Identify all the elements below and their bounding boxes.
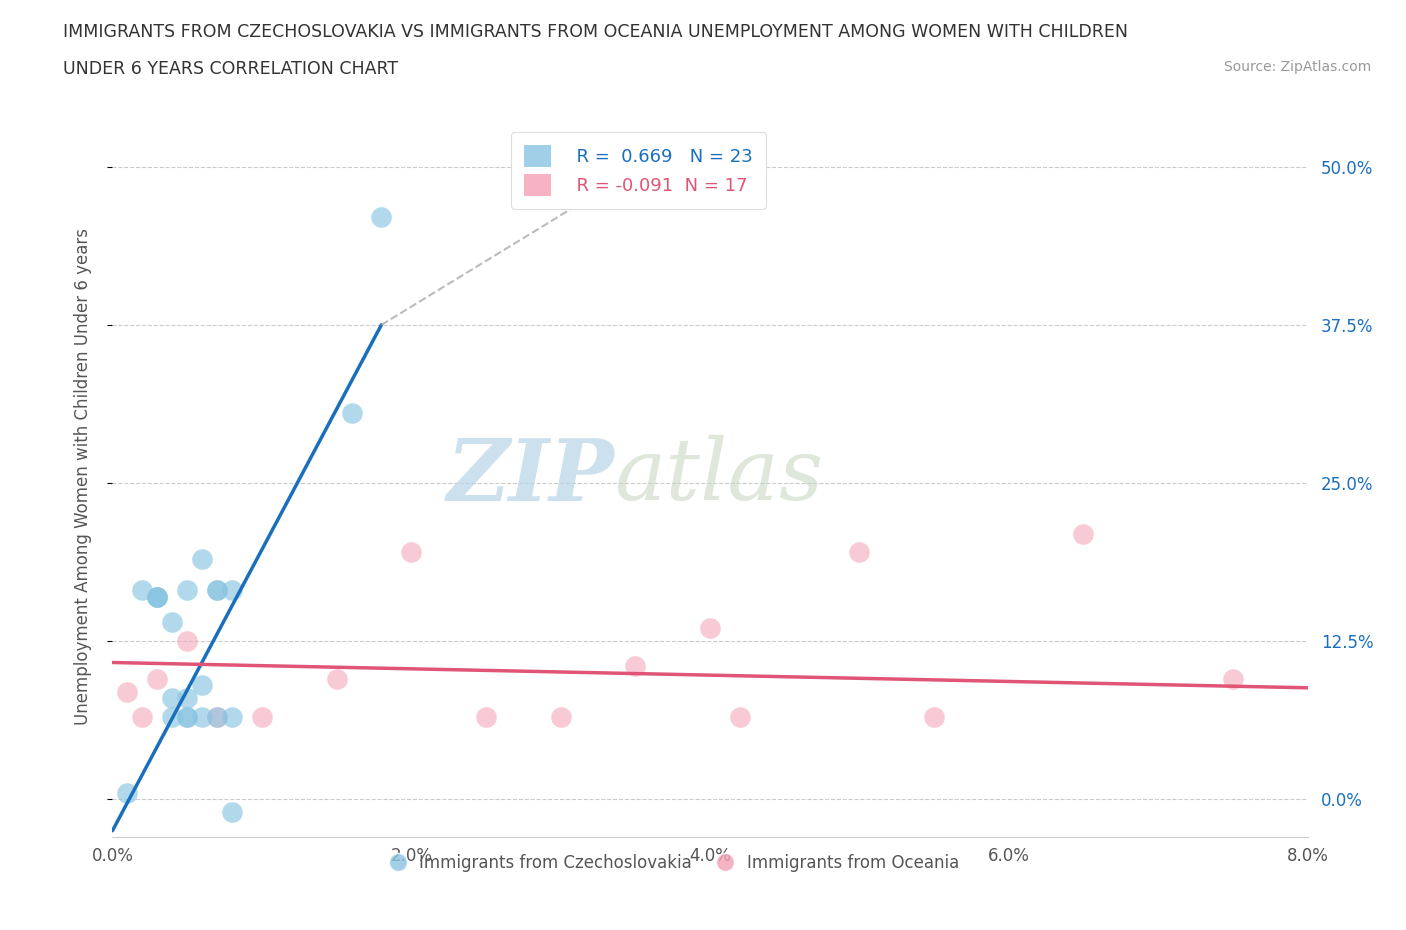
Point	[221, 583, 243, 598]
Point	[191, 551, 214, 566]
Point	[340, 406, 363, 421]
Point	[848, 545, 870, 560]
Point	[250, 710, 273, 724]
Point	[401, 545, 423, 560]
Point	[131, 710, 153, 724]
Point	[176, 710, 198, 724]
Text: Source: ZipAtlas.com: Source: ZipAtlas.com	[1223, 60, 1371, 74]
Point	[117, 684, 139, 699]
Point	[205, 710, 228, 724]
Point	[146, 590, 169, 604]
Point	[370, 210, 392, 225]
Point	[221, 710, 243, 724]
Point	[325, 671, 347, 686]
Point	[117, 785, 139, 800]
Point	[1073, 526, 1095, 541]
Point	[131, 583, 153, 598]
Point	[176, 710, 198, 724]
Point	[205, 583, 228, 598]
Point	[162, 615, 183, 630]
Point	[922, 710, 945, 724]
Point	[624, 658, 647, 673]
Point	[205, 710, 228, 724]
Point	[221, 804, 243, 819]
Point	[475, 710, 498, 724]
Point	[191, 678, 214, 693]
Point	[1222, 671, 1244, 686]
Point	[176, 633, 198, 648]
Point	[191, 710, 214, 724]
Legend: Immigrants from Czechoslovakia, Immigrants from Oceania: Immigrants from Czechoslovakia, Immigran…	[382, 848, 966, 879]
Point	[146, 590, 169, 604]
Point	[205, 583, 228, 598]
Point	[176, 583, 198, 598]
Point	[162, 710, 183, 724]
Point	[728, 710, 751, 724]
Point	[146, 590, 169, 604]
Y-axis label: Unemployment Among Women with Children Under 6 years: Unemployment Among Women with Children U…	[73, 228, 91, 725]
Text: ZIP: ZIP	[447, 435, 614, 518]
Text: UNDER 6 YEARS CORRELATION CHART: UNDER 6 YEARS CORRELATION CHART	[63, 60, 398, 78]
Text: atlas: atlas	[614, 435, 824, 518]
Text: IMMIGRANTS FROM CZECHOSLOVAKIA VS IMMIGRANTS FROM OCEANIA UNEMPLOYMENT AMONG WOM: IMMIGRANTS FROM CZECHOSLOVAKIA VS IMMIGR…	[63, 23, 1128, 41]
Point	[176, 690, 198, 705]
Point	[699, 621, 721, 636]
Point	[550, 710, 572, 724]
Point	[146, 671, 169, 686]
Point	[162, 690, 183, 705]
